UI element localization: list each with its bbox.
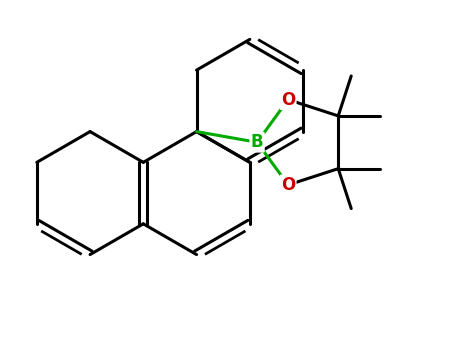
Text: B: B <box>251 133 263 151</box>
Text: O: O <box>281 91 295 108</box>
Text: O: O <box>281 176 295 194</box>
